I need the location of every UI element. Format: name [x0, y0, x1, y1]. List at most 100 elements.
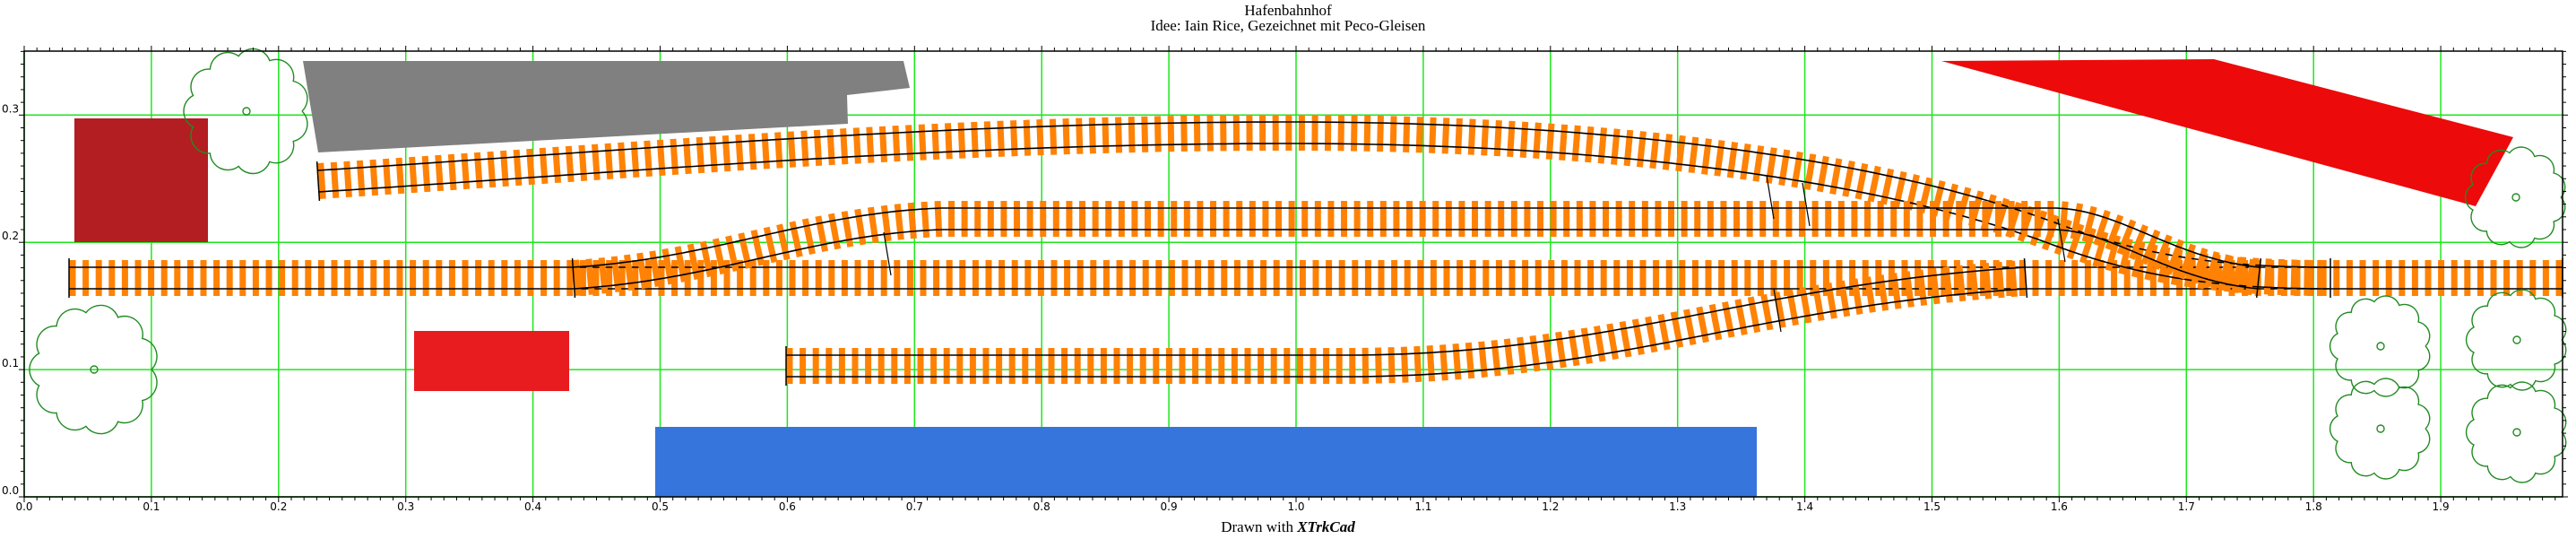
- track-tie: [813, 129, 823, 167]
- track-tie: [1688, 136, 1699, 174]
- tree-right-1[interactable]: [2329, 295, 2431, 397]
- track-tie: [1726, 142, 1739, 178]
- track-tie: [997, 120, 1005, 157]
- middle-siding[interactable]: [571, 201, 2262, 299]
- x-tick-label: 1.0: [1287, 500, 1304, 513]
- track-tie: [683, 137, 692, 175]
- tree-top-right[interactable]: [2464, 146, 2566, 248]
- y-tick-label: 0.1: [2, 357, 19, 369]
- track-tie: [578, 144, 588, 182]
- track-tie: [840, 128, 849, 165]
- track-tie: [1791, 151, 1803, 188]
- track-tie: [1400, 346, 1409, 383]
- track-tie: [330, 161, 340, 198]
- track-tie: [1662, 134, 1673, 170]
- track-tie: [1519, 121, 1529, 158]
- track-tie: [1811, 284, 1825, 322]
- track-tie: [487, 151, 497, 188]
- tree-right-2[interactable]: [2465, 289, 2567, 391]
- track-tie: [1010, 120, 1018, 157]
- track-tie: [735, 134, 744, 171]
- track-tie: [918, 124, 927, 161]
- x-tick-label: 1.4: [1796, 500, 1813, 513]
- track-tie: [1503, 338, 1515, 375]
- x-tick-label: 0.3: [397, 500, 414, 513]
- tree-right-4[interactable]: [2465, 381, 2567, 483]
- track-tie: [1439, 344, 1448, 381]
- track-tie: [1864, 276, 1876, 313]
- track-tie: [383, 158, 392, 196]
- track-tie: [356, 160, 366, 197]
- track-tie: [983, 121, 992, 158]
- track-tie: [1568, 329, 1580, 367]
- track-tie: [2093, 210, 2111, 247]
- lower-siding[interactable]: [785, 257, 2028, 386]
- track-tie: [1903, 271, 1915, 308]
- track-tie: [738, 232, 752, 269]
- track-tie: [2204, 251, 2220, 288]
- tree-top-left[interactable]: [183, 48, 308, 175]
- track-tie: [1683, 309, 1697, 346]
- track-tie: [1481, 119, 1490, 156]
- track-tie: [866, 126, 875, 163]
- track-tie: [1571, 125, 1581, 162]
- track-tie: [1597, 127, 1608, 164]
- track-tie: [461, 152, 471, 190]
- track-tie: [2066, 223, 2085, 260]
- tree-trunk: [2376, 342, 2385, 351]
- quay-blue[interactable]: [655, 427, 1757, 497]
- track-tie: [1778, 149, 1791, 187]
- track-tie: [1478, 341, 1488, 378]
- track-tie: [1363, 115, 1371, 152]
- tree-trunk: [2511, 193, 2520, 202]
- main-track[interactable]: [68, 258, 2563, 298]
- x-tick-label: 1.7: [2178, 500, 2195, 513]
- tree-right-3[interactable]: [2329, 378, 2431, 480]
- track-tie: [934, 201, 943, 238]
- track-tie: [2217, 254, 2233, 291]
- track-end-marker: [571, 257, 576, 299]
- track-tie: [317, 162, 326, 199]
- building-red-large[interactable]: [1941, 59, 2513, 206]
- track-tie: [892, 125, 901, 162]
- track-tie: [1088, 117, 1096, 154]
- track-tie: [1982, 263, 1993, 300]
- tree-trunk: [90, 365, 99, 374]
- tree-trunk: [2512, 335, 2521, 344]
- x-tick-label: 0.1: [143, 500, 160, 513]
- turnout-marker: [883, 231, 892, 276]
- turnout-marker: [1802, 182, 1811, 227]
- track-tie: [1491, 339, 1501, 377]
- tree-bottom-left[interactable]: [29, 304, 158, 435]
- track-tie: [1529, 335, 1541, 372]
- building-grey[interactable]: [303, 61, 910, 152]
- track-tie: [774, 132, 783, 169]
- track-tie: [674, 246, 687, 283]
- track-tie: [699, 240, 713, 278]
- track-tie: [750, 229, 765, 266]
- track-tie: [500, 150, 509, 187]
- track-tie: [1350, 115, 1358, 152]
- track-tie: [1465, 342, 1475, 379]
- track-tie: [1645, 316, 1658, 353]
- x-tick-label: 0.6: [779, 500, 796, 513]
- building-brown[interactable]: [74, 118, 208, 242]
- track-tie: [709, 135, 718, 173]
- track-tie: [2079, 227, 2096, 264]
- track-tie: [789, 221, 803, 257]
- track-rail: [786, 288, 2027, 378]
- building-red-small[interactable]: [414, 331, 569, 391]
- track-tie: [880, 204, 892, 242]
- track-tie: [1206, 115, 1214, 152]
- track-tie: [1413, 345, 1422, 383]
- tree-trunk: [2376, 424, 2385, 433]
- track-tie: [776, 223, 791, 261]
- track-tie: [894, 204, 904, 240]
- track-tie: [1995, 261, 2005, 299]
- track-tie: [763, 226, 778, 264]
- track-tie: [907, 202, 917, 239]
- tracks: [68, 114, 2563, 386]
- x-tick-label: 1.8: [2305, 500, 2322, 513]
- track-tie: [1803, 153, 1817, 190]
